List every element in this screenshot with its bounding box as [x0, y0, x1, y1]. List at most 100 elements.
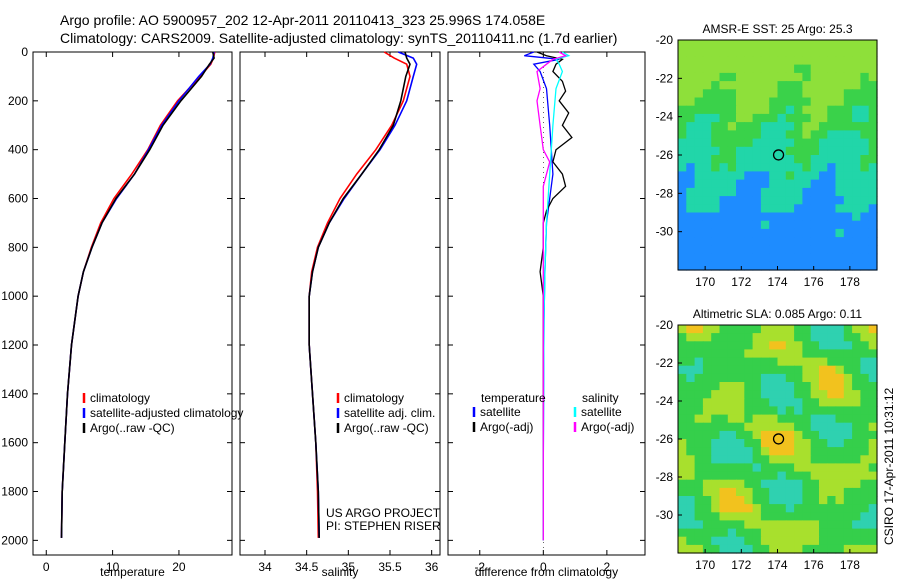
sla-map-xtick-label: 174	[767, 558, 787, 572]
sst-map-cell	[785, 56, 795, 66]
sla-map-cell	[744, 373, 754, 383]
sla-map-cell	[777, 398, 787, 407]
sla-map-xtick-label: 178	[840, 558, 860, 572]
sst-map-cell	[694, 163, 704, 172]
sst-map-cell	[678, 228, 687, 238]
sst-map-cell	[819, 212, 828, 222]
sla-map-cell	[819, 430, 828, 440]
temperature-legend-2-label: Argo(..raw -QC)	[90, 421, 175, 435]
sla-map-cell	[868, 422, 878, 432]
sla-map-xtick-label: 176	[804, 558, 824, 572]
sst-map-cell	[868, 113, 878, 123]
sst-map-cell	[810, 245, 820, 255]
sst-map-cell	[727, 187, 737, 197]
sst-map-cell	[852, 204, 861, 214]
sla-map-cell	[744, 528, 754, 538]
sst-map-cell	[711, 196, 721, 205]
sst-map-cell	[835, 204, 845, 214]
temperature-axes-box	[32, 51, 233, 556]
sst-map-cell	[843, 97, 853, 107]
sla-map-cell	[868, 528, 878, 538]
sla-map-cell	[702, 471, 712, 481]
sst-map-cell	[736, 122, 745, 131]
sst-map-cell	[686, 105, 696, 115]
sst-map-cell	[711, 228, 721, 238]
sst-map-cell	[760, 89, 770, 99]
sla-map-cell	[802, 422, 812, 432]
sst-map-cell	[802, 146, 812, 156]
sla-map-cell	[719, 447, 729, 456]
sla-map-cell	[794, 536, 803, 546]
sla-map-cell	[711, 341, 721, 350]
sst-map-cell	[760, 163, 770, 172]
sla-map-cell	[760, 398, 770, 407]
sla-map-cell	[736, 422, 745, 432]
sst-map-cell	[744, 237, 754, 246]
sst-map-cell	[852, 97, 861, 107]
sla-map-cell	[711, 455, 721, 464]
sla-map-cell	[852, 422, 861, 432]
sst-map-cell	[819, 113, 828, 123]
sla-map-cell	[744, 430, 754, 440]
sla-map-cell	[711, 487, 721, 497]
sla-map-cell	[769, 520, 779, 530]
sst-map-cell	[777, 187, 787, 197]
sla-map-cell	[727, 520, 737, 530]
sla-map-cell	[744, 520, 754, 530]
sla-map-cell	[752, 463, 762, 473]
sla-map-cell	[686, 528, 696, 538]
sst-map-cell	[827, 187, 837, 197]
sla-map-cell	[810, 365, 820, 375]
sst-map-argo-marker	[772, 149, 785, 161]
sla-map-cell	[760, 357, 770, 367]
sst-map-cell	[860, 253, 870, 263]
sst-map-cell	[769, 105, 779, 115]
sla-map-cell	[769, 382, 779, 391]
sla-map-cell	[769, 373, 779, 383]
sst-map-cell	[760, 220, 770, 230]
sla-map-cell	[702, 496, 712, 505]
sst-map-cell	[686, 228, 696, 238]
sla-map-cell	[686, 414, 696, 424]
sla-map-cell	[752, 520, 762, 530]
sla-map-cell	[827, 455, 837, 464]
sst-map-cell	[860, 48, 870, 57]
sst-map-cell	[868, 163, 878, 172]
sst-map-cell	[827, 146, 837, 156]
sst-map-cell	[678, 56, 687, 66]
sla-map-cell	[868, 520, 878, 530]
sla-map-cell	[727, 349, 737, 359]
sst-map-cell	[852, 155, 861, 164]
sla-map-cell	[769, 504, 779, 513]
sla-map-cell	[719, 487, 729, 497]
sst-map-cell	[694, 253, 704, 263]
sst-map-cell	[769, 97, 779, 107]
sla-map-cell	[802, 496, 812, 505]
sst-map-cell	[711, 261, 721, 271]
difference-legend-sal-0-label: satellite	[581, 405, 622, 419]
sla-map-cell	[868, 390, 878, 399]
sst-map-cell	[819, 220, 828, 230]
sla-map-cell	[819, 455, 828, 464]
sst-map-cell	[860, 179, 870, 189]
sla-map-cell	[686, 349, 696, 359]
sst-map-cell	[810, 155, 820, 164]
sst-map-cell	[868, 228, 878, 238]
sla-map-cell	[810, 528, 820, 538]
sst-map-cell	[769, 122, 779, 131]
sst-map-cell	[794, 228, 803, 238]
sst-map-cell	[785, 253, 795, 263]
sla-map-cell	[860, 365, 870, 375]
sla-map-cell	[769, 365, 779, 375]
sst-map-cell	[686, 171, 696, 181]
sla-map-cell	[727, 496, 737, 505]
sla-map-cell	[835, 447, 845, 456]
sst-map-cell	[777, 138, 787, 148]
sla-map-ytick-label: -24	[656, 394, 674, 408]
sla-map-cell	[802, 325, 812, 334]
sla-map-cell	[835, 414, 845, 424]
sla-map-cell	[744, 422, 754, 432]
sla-map-cell	[678, 333, 687, 342]
sst-map-cell	[702, 97, 712, 107]
sst-map-cell	[702, 155, 712, 164]
